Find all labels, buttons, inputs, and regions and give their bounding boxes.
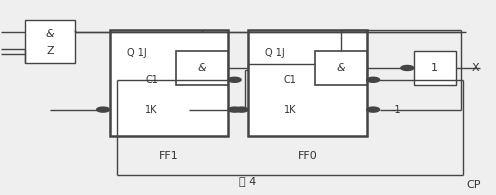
Text: X: X <box>472 63 479 73</box>
Bar <box>248 30 367 136</box>
Circle shape <box>235 107 248 112</box>
Text: -1: -1 <box>392 105 402 115</box>
Text: C1: C1 <box>284 75 297 85</box>
Text: &: & <box>336 63 345 73</box>
Bar <box>315 51 367 85</box>
Circle shape <box>228 107 241 112</box>
Text: Z: Z <box>46 46 54 56</box>
Text: FF1: FF1 <box>159 151 179 161</box>
Text: FF0: FF0 <box>298 151 317 161</box>
Text: C1: C1 <box>145 75 158 85</box>
Circle shape <box>97 107 110 112</box>
Text: &: & <box>198 63 206 73</box>
Circle shape <box>367 77 379 82</box>
Text: &: & <box>46 29 55 39</box>
Text: CP: CP <box>466 180 481 190</box>
Circle shape <box>401 66 414 70</box>
Bar <box>176 51 228 85</box>
Bar <box>414 51 456 85</box>
Text: Q 1J: Q 1J <box>127 48 147 58</box>
Text: Q 1J: Q 1J <box>265 48 285 58</box>
Bar <box>110 30 228 136</box>
Circle shape <box>228 77 241 82</box>
Text: 1: 1 <box>431 63 438 73</box>
Text: 1K: 1K <box>145 105 158 115</box>
Circle shape <box>367 107 379 112</box>
Text: 图 4: 图 4 <box>240 176 256 186</box>
Bar <box>25 20 75 63</box>
Text: 1K: 1K <box>284 105 296 115</box>
